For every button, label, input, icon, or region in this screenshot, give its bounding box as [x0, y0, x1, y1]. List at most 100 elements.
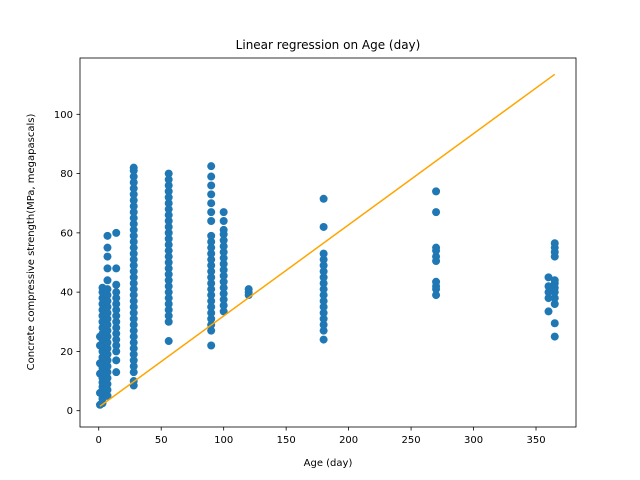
- data-point: [207, 291, 216, 300]
- data-point: [129, 255, 138, 264]
- data-point: [207, 326, 216, 335]
- plot-area: [95, 73, 559, 409]
- data-point: [550, 332, 559, 341]
- data-point: [319, 267, 328, 276]
- data-point: [112, 368, 121, 377]
- data-point: [112, 356, 121, 365]
- y-tick-label: 80: [60, 169, 73, 180]
- data-point: [129, 297, 138, 306]
- data-point: [164, 228, 173, 237]
- data-point: [164, 264, 173, 273]
- data-point: [103, 326, 112, 335]
- data-point: [129, 273, 138, 282]
- data-point: [219, 289, 228, 298]
- data-point: [129, 326, 138, 335]
- data-point: [164, 270, 173, 279]
- data-point: [103, 332, 112, 341]
- data-point: [164, 187, 173, 196]
- data-point: [129, 184, 138, 193]
- data-point: [219, 277, 228, 286]
- data-point: [319, 222, 328, 231]
- x-tick-label: 150: [277, 435, 296, 446]
- data-point: [164, 175, 173, 184]
- data-point: [207, 231, 216, 240]
- data-point: [544, 273, 553, 282]
- data-point: [550, 319, 559, 328]
- data-point: [164, 217, 173, 226]
- data-point: [319, 249, 328, 258]
- data-point: [103, 350, 112, 359]
- data-point: [129, 362, 138, 371]
- chart-title: Linear regression on Age (day): [236, 38, 421, 52]
- y-axis-label: Concrete compressive strength(MPa, megap…: [26, 114, 37, 371]
- data-point: [207, 217, 216, 226]
- data-point: [207, 273, 216, 282]
- data-point: [112, 288, 121, 297]
- data-point: [219, 248, 228, 257]
- data-point: [550, 300, 559, 308]
- data-point: [164, 282, 173, 291]
- data-point: [129, 302, 138, 311]
- data-point: [112, 264, 121, 273]
- data-point: [103, 385, 112, 394]
- data-point: [103, 285, 112, 294]
- data-point: [129, 172, 138, 181]
- data-point: [319, 255, 328, 264]
- data-point: [164, 311, 173, 320]
- data-point: [207, 199, 216, 208]
- x-tick-label: 100: [214, 435, 233, 446]
- x-axis-label: Age (day): [304, 458, 353, 469]
- data-point: [129, 163, 138, 172]
- data-point: [129, 320, 138, 329]
- data-point: [103, 243, 112, 252]
- data-point: [112, 294, 121, 303]
- data-point: [319, 326, 328, 335]
- data-point: [207, 297, 216, 306]
- data-point: [207, 285, 216, 294]
- y-tick-label: 100: [54, 110, 73, 121]
- data-point: [432, 208, 441, 217]
- data-point: [219, 271, 228, 280]
- data-point: [129, 285, 138, 294]
- data-point: [129, 237, 138, 246]
- data-point: [219, 283, 228, 292]
- data-point: [129, 190, 138, 199]
- data-point: [219, 217, 228, 226]
- axes-frame: [79, 57, 577, 428]
- data-point: [103, 252, 112, 261]
- data-point: [319, 308, 328, 317]
- data-point: [319, 273, 328, 282]
- data-point: [103, 297, 112, 306]
- data-point: [207, 261, 216, 270]
- data-point: [319, 302, 328, 311]
- data-point: [207, 279, 216, 288]
- data-point: [319, 285, 328, 294]
- data-point: [112, 305, 121, 314]
- data-point: [103, 314, 112, 323]
- x-tick-label: 350: [526, 435, 545, 446]
- data-point: [103, 276, 112, 285]
- data-point: [103, 344, 112, 353]
- data-point: [432, 277, 441, 286]
- data-point: [319, 320, 328, 329]
- data-point: [129, 332, 138, 341]
- data-point: [103, 368, 112, 377]
- data-point: [103, 320, 112, 329]
- data-point: [432, 291, 441, 300]
- data-point: [129, 267, 138, 276]
- data-point: [319, 261, 328, 270]
- data-point: [219, 307, 228, 316]
- x-tick-label: 200: [339, 435, 358, 446]
- data-point: [129, 356, 138, 365]
- data-point: [164, 234, 173, 243]
- data-point: [112, 317, 121, 326]
- data-point: [207, 314, 216, 323]
- data-point: [129, 243, 138, 252]
- data-point: [207, 190, 216, 199]
- data-point: [164, 300, 173, 308]
- data-point: [129, 344, 138, 353]
- data-point: [544, 307, 553, 316]
- y-axis: 0 20 40 60 80 100: [54, 110, 80, 417]
- data-point: [319, 194, 328, 203]
- data-point: [432, 252, 441, 261]
